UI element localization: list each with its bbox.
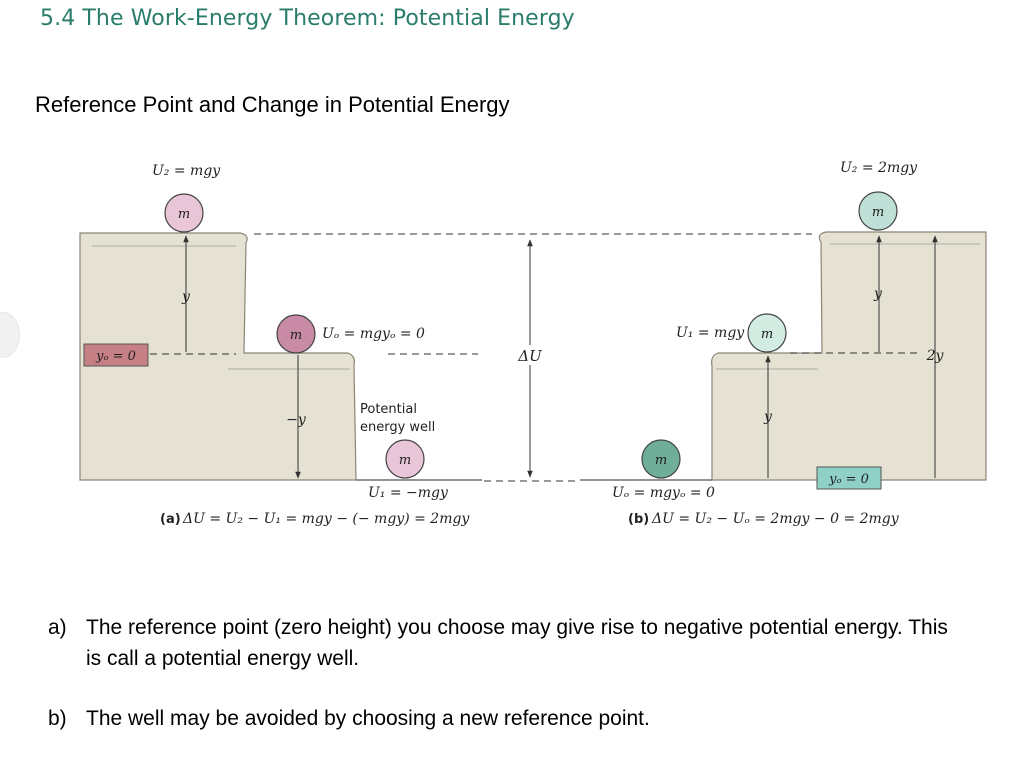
figure-b-middle-energy-label: U₁ = mgy: [676, 325, 745, 341]
figure-b-top-ball: [858, 191, 898, 231]
figure-b-caption: ΔU = U₂ − Uₒ = 2mgy − 0 = 2mgy: [651, 511, 900, 527]
figure-b-bottom-ball-label: m: [655, 453, 667, 468]
figure-b-lower-height-label: y: [763, 409, 773, 425]
figure-b-upper-height-label: y: [873, 286, 883, 302]
list-item: b) The well may be avoided by choosing a…: [48, 703, 948, 734]
list-item-marker: a): [48, 616, 67, 639]
figure-a-reference-label: yₒ = 0: [95, 349, 136, 364]
figure-a-well-label-line1: Potential: [360, 402, 417, 417]
figure-a-middle-ball: [276, 314, 316, 354]
list-item-text: The well may be avoided by choosing a ne…: [86, 707, 650, 730]
figure-b-middle-ball: [747, 313, 787, 353]
figure-b-middle-ball-label: m: [761, 327, 773, 342]
delta-u-marker: ΔU: [254, 233, 812, 482]
figure-b-caption-part: (b): [628, 512, 649, 527]
figure-a-ground: [79, 232, 357, 481]
figure-a-well-label-line2: energy well: [360, 420, 435, 435]
figure-a-top-ball: [164, 193, 204, 233]
figure-b: m m m y y 2y yₒ = 0 U₂ = 2mgy U₁ = mgy U…: [580, 160, 987, 527]
figure-b-reference-label: yₒ = 0: [828, 472, 869, 487]
figure-a-height-label: y: [181, 289, 191, 305]
slide-subtitle: Reference Point and Change in Potential …: [35, 92, 510, 117]
list-item-text: The reference point (zero height) you ch…: [86, 616, 948, 670]
figure-a: m m m y −y yₒ = 0 U₂ = mgy Uₒ = mgyₒ = 0…: [79, 163, 482, 527]
delta-u-label: ΔU: [517, 347, 543, 365]
figure-b-total-height-label: 2y: [926, 348, 945, 364]
figure-a-caption: ΔU = U₂ − U₁ = mgy − (− mgy) = 2mgy: [182, 511, 470, 527]
figure-b-top-ball-label: m: [872, 205, 884, 220]
figure-b-ground: [711, 231, 987, 481]
figure-a-bottom-ball-label: m: [399, 453, 411, 468]
figure-a-middle-ball-label: m: [290, 328, 302, 343]
figure-b-bottom-energy-label: Uₒ = mgyₒ = 0: [612, 485, 715, 501]
figure-b-reference-box: [816, 466, 882, 490]
list-item: a) The reference point (zero height) you…: [48, 612, 948, 674]
figure-a-caption-part: (a): [160, 512, 181, 527]
figure-a-bottom-ball: [385, 439, 425, 479]
figure-b-top-energy-label: U₂ = 2mgy: [840, 160, 918, 176]
figure-a-bottom-energy-label: U₁ = −mgy: [368, 485, 449, 501]
figure-a-reference-box: [83, 343, 149, 367]
list-item-marker: b): [48, 707, 67, 730]
figure-a-depth-label: −y: [286, 412, 307, 428]
slide-title: 5.4 The Work-Energy Theorem: Potential E…: [40, 6, 575, 31]
figure-a-top-ball-label: m: [178, 207, 190, 222]
potential-energy-diagram: m m m y −y yₒ = 0 U₂ = mgy Uₒ = mgyₒ = 0…: [79, 160, 987, 527]
delta-u-label-bg: [512, 345, 548, 365]
explanation-list: a) The reference point (zero height) you…: [48, 612, 948, 734]
figure-a-middle-energy-label: Uₒ = mgyₒ = 0: [322, 326, 425, 342]
figure-a-top-energy-label: U₂ = mgy: [152, 163, 221, 179]
figure-b-bottom-ball: [641, 439, 681, 479]
